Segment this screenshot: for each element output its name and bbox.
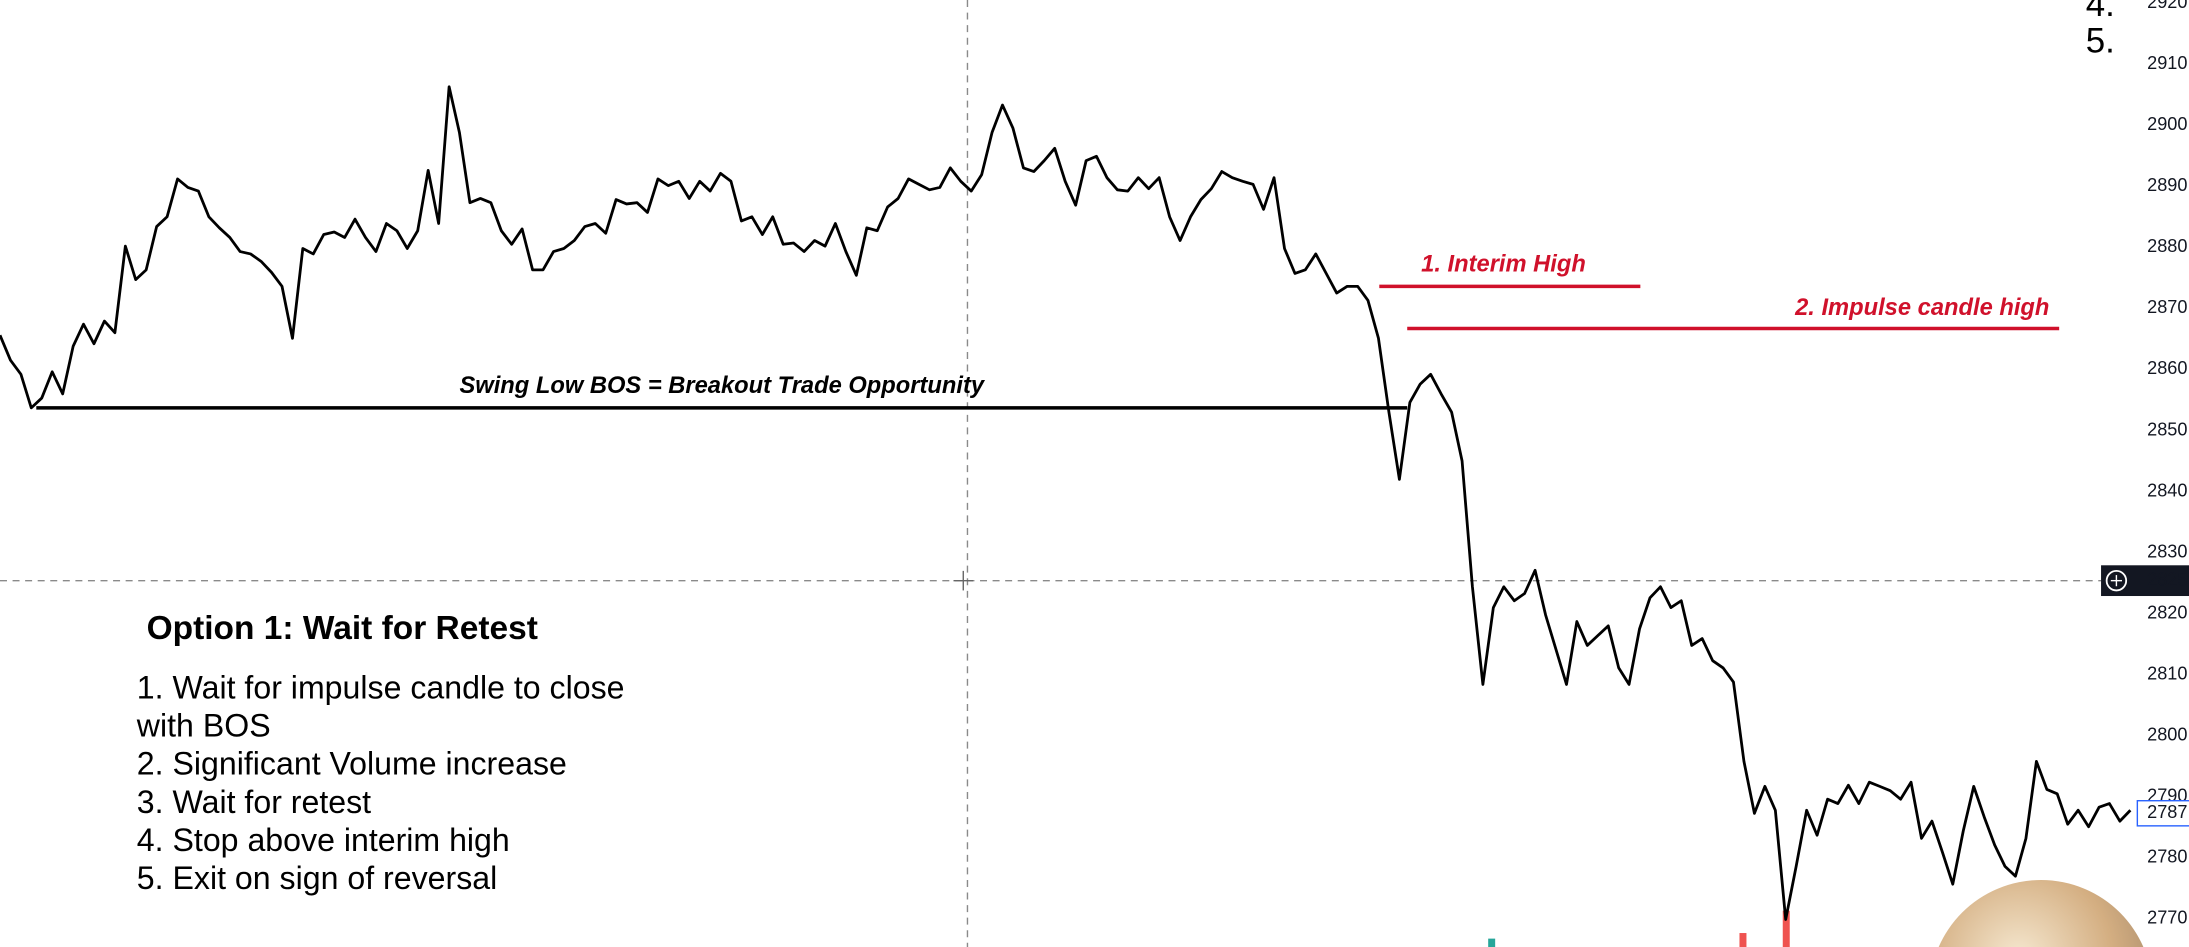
y-tick-label: 2810 xyxy=(2147,663,2187,683)
overlay-title: Option 1: Wait for Retest xyxy=(147,610,538,647)
volume-bar xyxy=(1739,933,1747,947)
last-price-label: 2787 xyxy=(2147,802,2187,822)
level-label: Swing Low BOS = Breakout Trade Opportuni… xyxy=(459,373,985,399)
y-tick-label: 2880 xyxy=(2147,236,2187,256)
y-tick-label: 2870 xyxy=(2147,297,2187,317)
y-tick-label: 2830 xyxy=(2147,541,2187,561)
price-line xyxy=(0,85,2132,921)
overlay-line: 1. Wait for impulse candle to close xyxy=(137,669,625,705)
level-label: 2. Impulse candle high xyxy=(1794,295,2049,321)
corner-fragment: 5. xyxy=(2086,22,2115,61)
overlay-line: 4. Stop above interim high xyxy=(137,822,510,858)
y-tick-label: 2820 xyxy=(2147,602,2187,622)
volume-bar xyxy=(1488,938,1496,947)
overlay-line: 2. Significant Volume increase xyxy=(137,746,567,782)
y-tick-label: 2800 xyxy=(2147,725,2187,745)
last-price-box xyxy=(2136,800,2189,827)
globe-logo xyxy=(1938,879,2144,947)
y-tick-label: 2910 xyxy=(2147,53,2187,73)
level-label: 1. Interim High xyxy=(1421,252,1586,278)
crosshair-price-label: 2825 xyxy=(2147,569,2187,589)
y-tick-label: 2890 xyxy=(2147,175,2187,195)
y-tick-label: 2780 xyxy=(2147,847,2187,867)
y-tick-label: 2840 xyxy=(2147,480,2187,500)
y-tick-label: 2920 xyxy=(2147,0,2187,12)
y-tick-label: 2860 xyxy=(2147,358,2187,378)
overlay-line: 5. Exit on sign of reversal xyxy=(137,860,497,896)
volume-bar xyxy=(1782,910,1790,947)
overlay-line: with BOS xyxy=(136,708,271,744)
corner-fragment: 4. xyxy=(2086,0,2115,24)
y-tick-label: 2850 xyxy=(2147,419,2187,439)
add-alert-icon xyxy=(2105,569,2128,592)
y-tick-label: 2900 xyxy=(2147,114,2187,134)
overlay-line: 3. Wait for retest xyxy=(137,784,371,820)
y-tick-label: 2770 xyxy=(2147,908,2187,928)
